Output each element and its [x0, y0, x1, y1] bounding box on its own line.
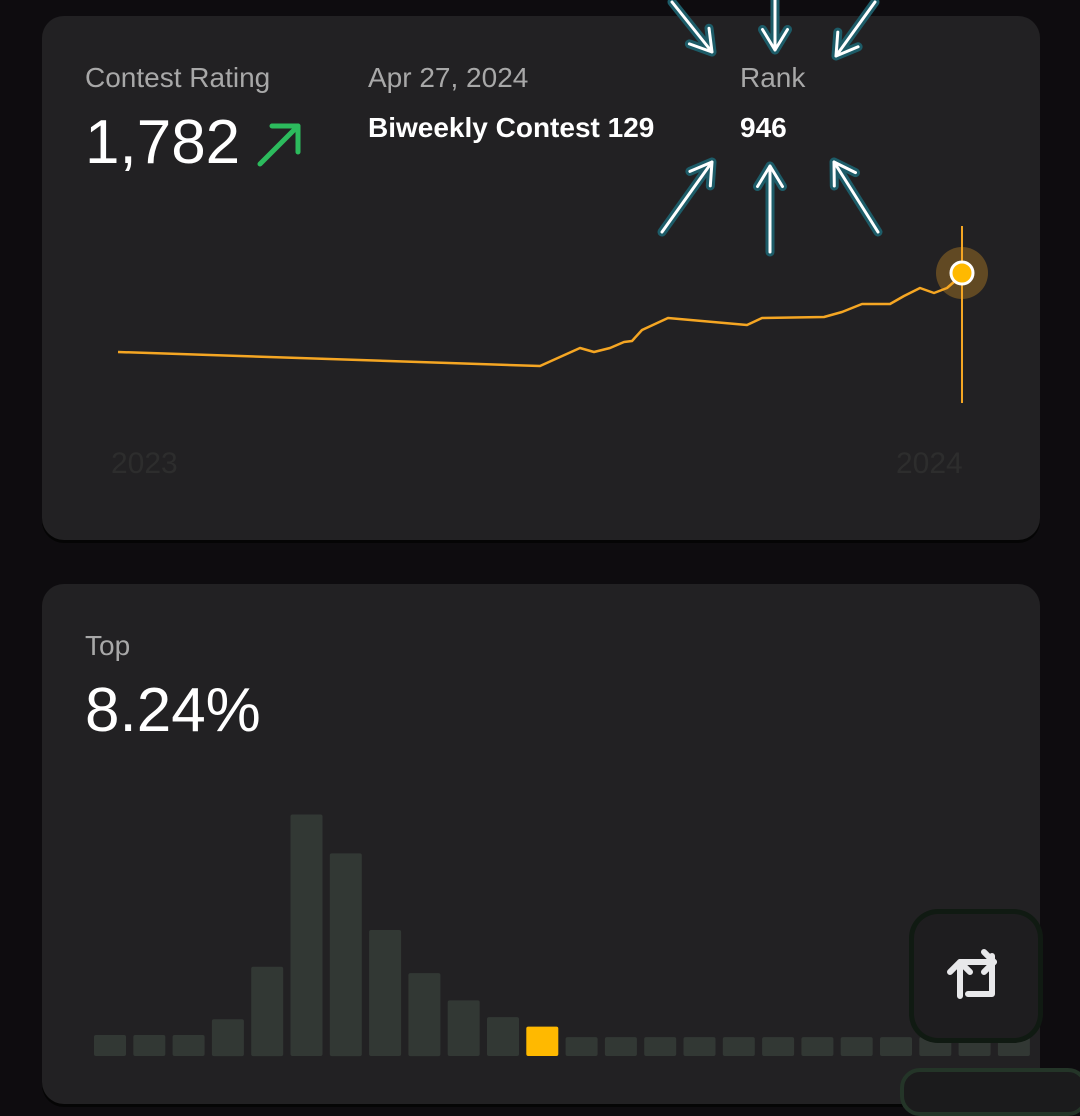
- histogram-bar: [683, 1037, 716, 1056]
- histogram-bar: [133, 1035, 166, 1056]
- top-label: Top: [85, 630, 131, 661]
- histogram-bar: [487, 1017, 519, 1056]
- repost-icon: [947, 949, 997, 999]
- contest-rating-card: Contest Rating 1,782 Apr 27, 2024 Biweek…: [42, 16, 1040, 540]
- top-percent-value: 8.24%: [85, 676, 261, 745]
- rank-value: 946: [740, 112, 787, 143]
- histogram-bar: [369, 930, 402, 1056]
- bottom-button-edge: [900, 1068, 1080, 1116]
- contest-name: Biweekly Contest 129: [368, 112, 655, 143]
- x-axis-start-year: 2023: [111, 447, 178, 480]
- histogram-bar: [997, 1037, 1030, 1056]
- rating-distribution-histogram[interactable]: [42, 584, 1040, 1104]
- histogram-bar: [565, 1037, 598, 1056]
- histogram-bar: [880, 1037, 912, 1056]
- rating-line: [117, 274, 963, 368]
- histogram-bar: [172, 1035, 205, 1056]
- contest-date: Apr 27, 2024: [368, 62, 529, 93]
- contest-rating-label: Contest Rating: [85, 62, 271, 93]
- histogram-bar: [762, 1037, 795, 1056]
- histogram-bar: [94, 1035, 126, 1056]
- repost-button[interactable]: [914, 914, 1038, 1038]
- top-percentile-card: Top 8.24%: [42, 584, 1040, 1104]
- contest-rating-value: 1,782: [85, 108, 241, 177]
- histogram-bar: [329, 853, 362, 1057]
- x-axis-end-year: 2024: [896, 447, 963, 480]
- histogram-bar: [801, 1037, 834, 1056]
- histogram-bar: [644, 1037, 677, 1056]
- histogram-bar: [211, 1019, 244, 1057]
- rank-label: Rank: [740, 62, 806, 93]
- selected-point[interactable]: [949, 260, 975, 286]
- arrow-up-right-icon: [257, 123, 301, 167]
- histogram-bar: [408, 973, 441, 1057]
- histogram-bar: [919, 1037, 952, 1056]
- histogram-bar: [722, 1037, 755, 1056]
- histogram-bar: [290, 814, 323, 1056]
- histogram-bar: [840, 1037, 873, 1056]
- histogram-bar: [604, 1037, 637, 1056]
- histogram-bar: [251, 966, 284, 1057]
- histogram-bar: [958, 1037, 991, 1056]
- histogram-bar-current: [526, 1026, 559, 1056]
- rating-history-chart[interactable]: [42, 16, 1040, 540]
- histogram-bar: [447, 1000, 480, 1056]
